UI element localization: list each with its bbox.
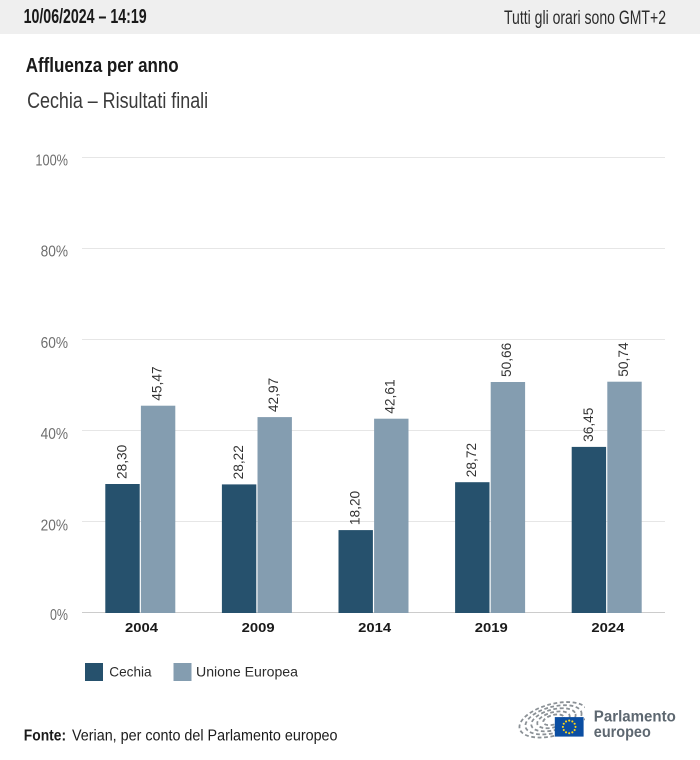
svg-text:europeo: europeo (594, 724, 651, 741)
svg-text:2019: 2019 (475, 620, 508, 635)
svg-text:36,45: 36,45 (580, 407, 596, 441)
svg-text:Tutti gli orari sono GMT+2: Tutti gli orari sono GMT+2 (504, 8, 666, 29)
svg-text:2014: 2014 (358, 620, 392, 635)
svg-text:18,20: 18,20 (347, 491, 363, 525)
svg-text:Parlamento: Parlamento (594, 709, 676, 726)
svg-text:2009: 2009 (242, 620, 275, 635)
svg-text:20%: 20% (41, 517, 68, 534)
svg-text:60%: 60% (41, 335, 68, 352)
svg-text:Unione Europea: Unione Europea (196, 663, 298, 679)
svg-text:50,74: 50,74 (615, 342, 631, 376)
svg-text:42,61: 42,61 (382, 379, 398, 413)
svg-text:Verian, per conto del Parlamen: Verian, per conto del Parlamento europeo (72, 727, 338, 744)
svg-text:Cechia: Cechia (109, 663, 151, 679)
svg-text:45,47: 45,47 (148, 366, 164, 400)
svg-text:Affluenza per anno: Affluenza per anno (26, 54, 179, 77)
svg-text:42,97: 42,97 (265, 378, 281, 412)
svg-text:100%: 100% (35, 153, 68, 170)
svg-text:80%: 80% (41, 244, 68, 261)
svg-text:28,72: 28,72 (463, 443, 479, 477)
svg-text:50,66: 50,66 (498, 343, 514, 377)
svg-text:Cechia – Risultati finali: Cechia – Risultati finali (27, 88, 208, 113)
svg-text:Fonte:: Fonte: (24, 727, 66, 744)
svg-text:2024: 2024 (591, 620, 625, 635)
svg-text:0%: 0% (50, 607, 68, 624)
svg-text:2004: 2004 (125, 620, 159, 635)
svg-text:28,30: 28,30 (113, 445, 129, 479)
svg-text:10/06/2024 – 14:19: 10/06/2024 – 14:19 (24, 6, 147, 28)
svg-text:40%: 40% (41, 426, 68, 443)
svg-text:28,22: 28,22 (230, 445, 246, 479)
